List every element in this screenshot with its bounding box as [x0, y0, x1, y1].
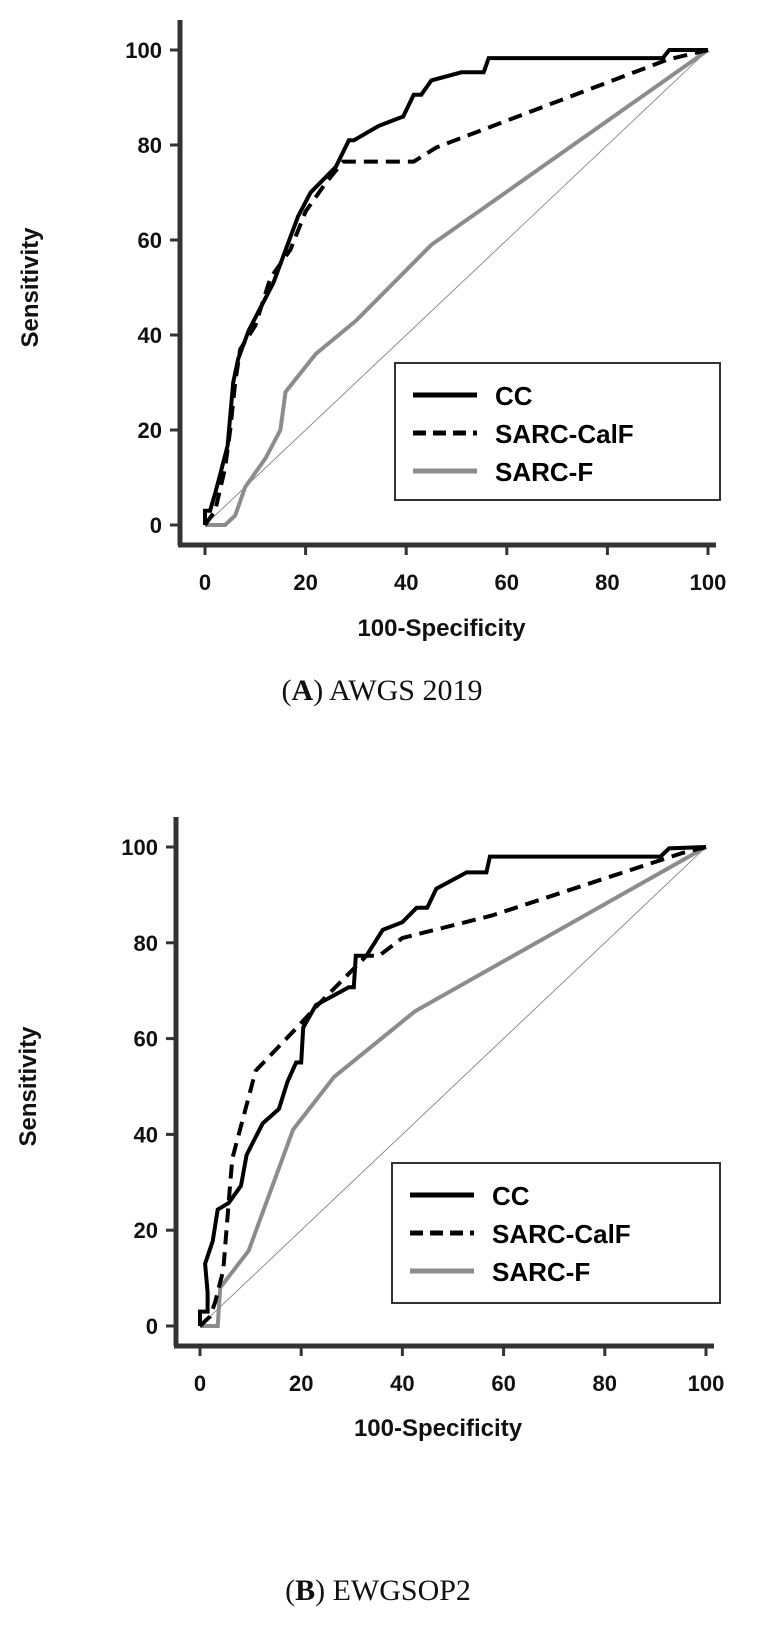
x-tick-label: 40	[394, 570, 418, 595]
legend: CC SARC-CalF SARC-F	[394, 362, 721, 501]
legend: CC SARC-CalF SARC-F	[391, 1162, 721, 1304]
legend-label-sarc-calf: SARC-CalF	[495, 419, 634, 449]
y-tick-label: 40	[134, 1122, 158, 1147]
x-tick-label: 80	[593, 1371, 617, 1396]
x-tick-label: 0	[199, 570, 211, 595]
x-tick-label: 60	[491, 1371, 515, 1396]
legend-label-cc: CC	[495, 381, 533, 411]
series-line-cc	[203, 48, 708, 525]
legend-label-sarc-f: SARC-F	[495, 457, 593, 487]
legend-label-sarc-f: SARC-F	[492, 1257, 590, 1287]
y-tick-label: 60	[134, 1027, 158, 1052]
x-tick-label: 100	[688, 1371, 725, 1396]
x-axis-label: 100-Specificity	[354, 1415, 523, 1442]
panel-letter: B	[295, 1574, 315, 1607]
caption-text: AWGS 2019	[329, 674, 482, 707]
y-tick-label: 20	[138, 418, 162, 443]
y-axis-label: Sensitivity	[15, 1026, 42, 1147]
y-tick-label: 80	[134, 931, 158, 956]
y-tick-label: 0	[150, 513, 162, 538]
series-line-sarc-f	[200, 845, 707, 1328]
y-tick-label: 20	[134, 1218, 158, 1243]
x-tick-label: 100	[690, 570, 727, 595]
legend-label-cc: CC	[492, 1181, 530, 1211]
caption-text: EWGSOP2	[333, 1574, 471, 1607]
x-tick-label: 0	[194, 1371, 206, 1396]
caption-paren-close: )	[313, 674, 329, 707]
panel-caption: (A) AWGS 2019	[282, 674, 483, 707]
x-tick-label: 20	[293, 570, 317, 595]
y-tick-label: 100	[125, 38, 162, 63]
x-tick-label: 60	[495, 570, 519, 595]
panel-letter: A	[292, 674, 314, 707]
reference-diagonal-line	[204, 49, 709, 526]
caption-paren-open: (	[282, 674, 292, 707]
legend-box	[391, 1162, 721, 1304]
y-tick-label: 40	[138, 323, 162, 348]
caption-paren-close: )	[315, 1574, 333, 1607]
y-tick-label: 0	[146, 1314, 158, 1339]
y-tick-label: 80	[138, 133, 162, 158]
legend-box	[394, 362, 721, 501]
chart-panel-b: 0 20 40 60 80 100 0 20 40 60 80 100 100-Specificity S…	[15, 817, 724, 1607]
series-line-cc	[198, 845, 707, 1326]
x-tick-label: 80	[595, 570, 619, 595]
caption-paren-open: (	[285, 1574, 295, 1607]
chart-panel-a: 0 20 40 60 80 100 0 20 40 60 80 100 100-Specificity S…	[17, 20, 726, 707]
x-tick-label: 40	[390, 1371, 414, 1396]
legend-label-sarc-calf: SARC-CalF	[492, 1219, 631, 1249]
x-tick-label: 20	[289, 1371, 313, 1396]
y-tick-label: 60	[138, 228, 162, 253]
panel-caption: (B) EWGSOP2	[285, 1574, 471, 1607]
y-axis-label: Sensitivity	[17, 227, 44, 348]
reference-diagonal-line	[199, 846, 707, 1327]
y-tick-label: 100	[121, 835, 158, 860]
series-line-sarc-f	[205, 48, 710, 527]
x-axis-label: 100-Specificity	[357, 615, 526, 642]
